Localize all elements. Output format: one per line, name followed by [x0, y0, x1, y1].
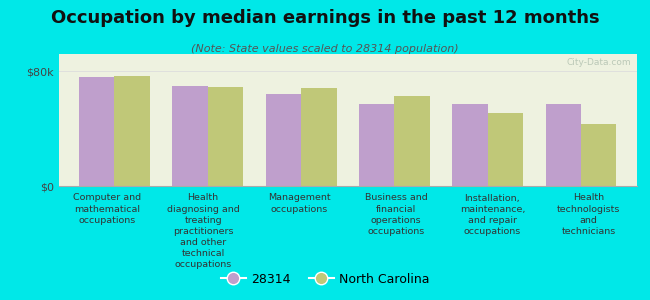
Bar: [395, 96, 430, 186]
Bar: [301, 88, 337, 186]
Text: Health
technologists
and
technicians: Health technologists and technicians: [557, 194, 621, 236]
Text: Health
diagnosing and
treating
practitioners
and other
technical
occupations: Health diagnosing and treating practitio…: [167, 194, 239, 269]
Bar: [114, 76, 150, 186]
Text: Installation,
maintenance,
and repair
occupations: Installation, maintenance, and repair oc…: [460, 194, 525, 236]
Bar: [208, 87, 243, 186]
Legend: 28314, North Carolina: 28314, North Carolina: [216, 268, 434, 291]
Bar: [79, 77, 114, 186]
Bar: [452, 104, 488, 186]
Bar: [266, 94, 301, 186]
Text: City-Data.com: City-Data.com: [567, 58, 631, 67]
Text: Management
occupations: Management occupations: [268, 194, 331, 214]
Text: Occupation by median earnings in the past 12 months: Occupation by median earnings in the pas…: [51, 9, 599, 27]
Bar: [488, 113, 523, 186]
Bar: [172, 85, 208, 186]
Bar: [545, 104, 581, 186]
Text: Computer and
mathematical
occupations: Computer and mathematical occupations: [73, 194, 141, 225]
Bar: [359, 104, 395, 186]
Text: Business and
financial
operations
occupations: Business and financial operations occupa…: [365, 194, 427, 236]
Bar: [581, 124, 616, 186]
Text: (Note: State values scaled to 28314 population): (Note: State values scaled to 28314 popu…: [191, 44, 459, 53]
